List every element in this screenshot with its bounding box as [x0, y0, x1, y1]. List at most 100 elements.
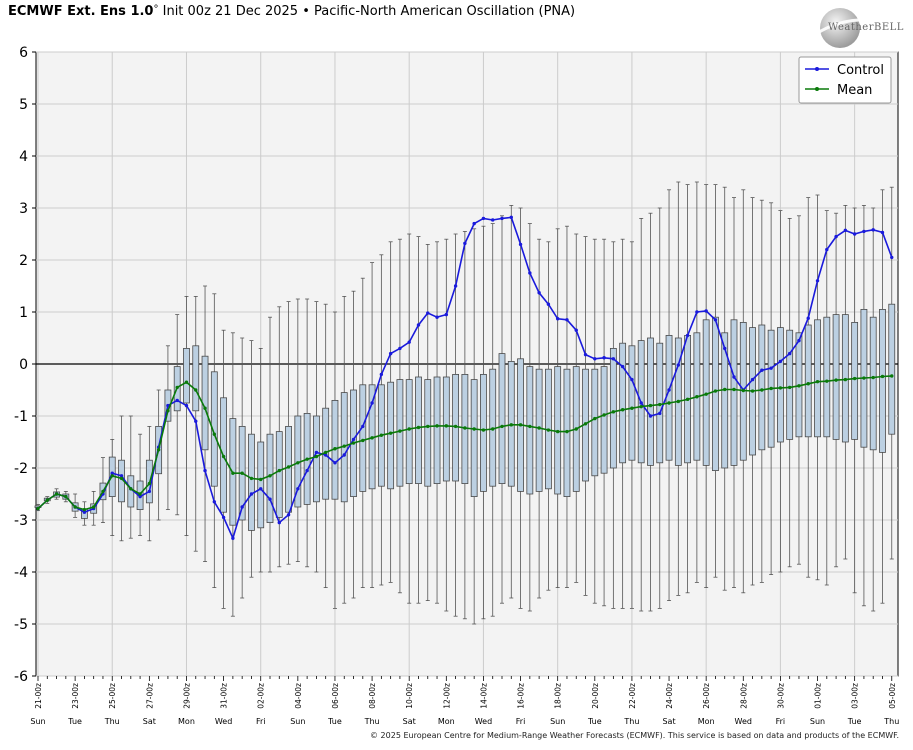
series-point-control: [323, 453, 328, 457]
series-point-mean: [750, 389, 755, 393]
series-point-mean: [639, 404, 643, 409]
legend: Control Mean: [798, 56, 892, 104]
series-point-control: [787, 351, 792, 356]
x-tick-label-date: 28-00z: [739, 683, 748, 709]
series-point-mean: [314, 454, 319, 459]
iqr-box: [832, 314, 840, 440]
x-tick-label-date: 02-00z: [257, 683, 266, 709]
series-point-control: [602, 356, 606, 360]
series-point-mean: [658, 402, 662, 407]
x-tick-label-day: Sun: [30, 717, 45, 726]
series-point-mean: [500, 424, 504, 429]
series-point-mean: [296, 461, 300, 465]
x-tick-label-day: Mon: [438, 717, 455, 726]
series-point-mean: [286, 465, 291, 469]
iqr-box: [823, 316, 831, 438]
series-point-control: [472, 221, 476, 226]
series-point-control: [658, 411, 662, 416]
x-tick-label-date: 06-00z: [331, 683, 340, 709]
series-point-mean: [528, 424, 532, 429]
series-point-mean: [101, 489, 105, 494]
series-point-control: [398, 346, 402, 351]
iqr-box: [285, 425, 292, 513]
series-point-mean: [277, 468, 281, 473]
series-point-control: [259, 487, 263, 491]
iqr-box: [405, 379, 413, 485]
series-point-mean: [175, 385, 179, 390]
series-point-mean: [203, 406, 207, 410]
series-point-control: [435, 315, 439, 319]
series-point-mean: [555, 429, 560, 434]
y-tick-label: 2: [19, 253, 28, 269]
series-point-mean: [268, 474, 272, 478]
series-point-control: [305, 468, 309, 473]
series-point-control: [630, 377, 634, 382]
iqr-box: [192, 345, 200, 412]
chart-title: ECMWF Ext. Ens 1.0° Init 00z 21 Dec 2025…: [8, 4, 575, 19]
series-point-control: [463, 241, 467, 246]
x-tick-label-date: 10-00z: [405, 683, 414, 709]
series-point-mean: [472, 427, 476, 431]
series-point-control: [119, 474, 124, 478]
x-tick-label-date: 20-00z: [591, 683, 600, 709]
x-tick-label-day: Sun: [810, 717, 825, 726]
iqr-box: [415, 376, 422, 484]
x-tick-label-day: Sat: [662, 717, 675, 726]
x-tick-label-date: 25-00z: [108, 683, 117, 709]
iqr-box: [786, 329, 794, 440]
iqr-box: [433, 376, 441, 484]
series-point-mean: [82, 507, 87, 512]
series-point-control: [778, 359, 783, 364]
series-point-control: [407, 340, 411, 344]
series-lines: [36, 215, 894, 541]
series-point-control: [528, 271, 532, 275]
series-point-control: [555, 317, 560, 321]
iqr-box: [814, 319, 821, 438]
y-tick-label: 5: [19, 97, 28, 113]
series-point-mean: [166, 409, 170, 413]
series-point-control: [750, 377, 755, 382]
iqr-box: [730, 319, 738, 466]
iqr-box: [721, 332, 729, 469]
series-point-control: [676, 363, 681, 367]
series-point-mean: [231, 471, 235, 475]
series-point-mean: [351, 441, 356, 445]
series-point-control: [509, 215, 513, 220]
y-tick-label: -3: [14, 513, 28, 529]
series-point-control: [333, 461, 337, 465]
x-tick-label-day: Sat: [403, 717, 416, 726]
series-point-mean: [648, 403, 653, 408]
series-point-control: [231, 536, 235, 540]
y-tick-label: -2: [14, 461, 28, 477]
series-point-mean: [695, 395, 699, 399]
series-point-control: [221, 515, 226, 520]
series-point-mean: [416, 425, 421, 430]
iqr-box: [804, 324, 812, 438]
series-point-mean: [194, 388, 198, 392]
series-point-control: [240, 505, 244, 509]
series-point-mean: [778, 386, 783, 390]
series-point-mean: [407, 427, 411, 431]
x-tick-label-day: Sat: [143, 717, 156, 726]
x-tick-label-date: 27-00z: [145, 683, 154, 709]
series-point-control: [500, 216, 504, 221]
iqr-box: [275, 431, 283, 518]
series-point-mean: [880, 374, 885, 379]
x-tick-label-day: Thu: [883, 717, 899, 726]
series-point-control: [147, 489, 152, 494]
series-point-mean: [73, 505, 77, 509]
series-point-mean: [787, 385, 792, 390]
y-tick-label: -1: [14, 409, 28, 425]
x-tick-label-date: 24-00z: [665, 683, 674, 709]
x-tick-label-day: Thu: [364, 717, 380, 726]
series-point-mean: [509, 423, 513, 427]
x-tick-label-date: 03-00z: [851, 683, 860, 709]
series-point-mean: [620, 408, 625, 412]
series-point-control: [806, 316, 810, 320]
iqr-box: [869, 316, 877, 451]
iqr-box: [609, 347, 617, 469]
iqr-box: [526, 366, 534, 495]
iqr-box: [851, 321, 859, 440]
y-tick-label: 0: [19, 357, 28, 373]
series-point-mean: [806, 382, 810, 386]
